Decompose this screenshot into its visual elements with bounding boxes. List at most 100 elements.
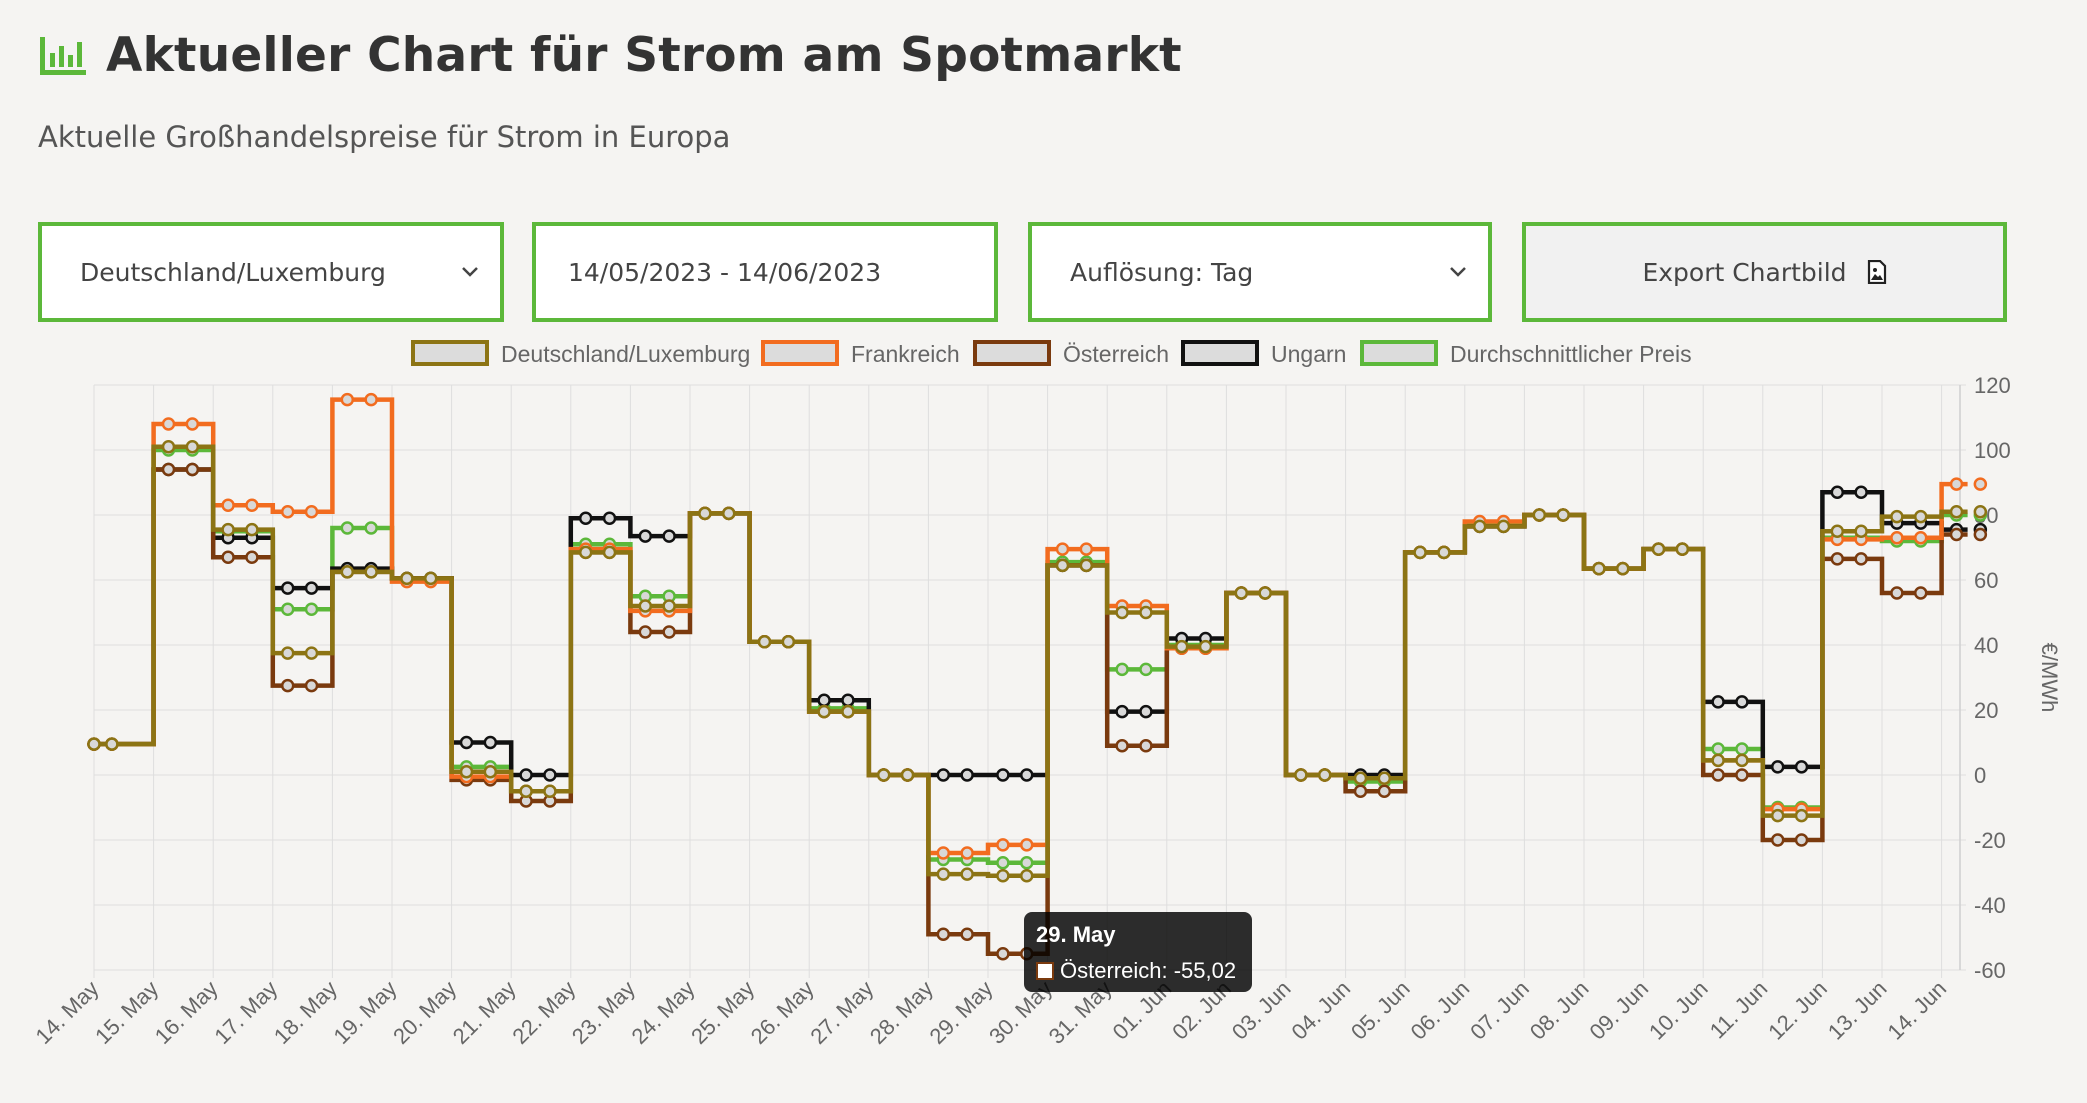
data-point[interactable]: [1675, 542, 1690, 556]
data-point[interactable]: [1735, 695, 1749, 709]
data-point[interactable]: [1794, 833, 1809, 847]
data-point[interactable]: [960, 768, 974, 782]
data-point[interactable]: [1711, 695, 1725, 709]
data-point[interactable]: [245, 550, 259, 564]
data-point[interactable]: [721, 506, 736, 521]
data-point[interactable]: [161, 462, 176, 477]
data-point[interactable]: [1711, 753, 1725, 768]
data-point[interactable]: [960, 846, 974, 860]
data-point[interactable]: [781, 635, 796, 649]
data-point[interactable]: [602, 511, 617, 525]
data-point[interactable]: [423, 571, 438, 586]
data-point[interactable]: [87, 737, 101, 751]
data-point[interactable]: [1711, 742, 1725, 756]
data-point[interactable]: [543, 784, 557, 798]
data-point[interactable]: [221, 522, 235, 537]
data-point[interactable]: [1913, 531, 1928, 545]
data-point[interactable]: [1854, 485, 1868, 499]
data-point[interactable]: [161, 440, 176, 454]
data-point[interactable]: [1019, 869, 1034, 883]
data-point[interactable]: [543, 768, 557, 782]
data-point[interactable]: [1437, 545, 1451, 560]
data-point[interactable]: [185, 440, 200, 454]
data-point[interactable]: [1353, 771, 1368, 785]
data-point[interactable]: [1890, 531, 1904, 545]
data-point[interactable]: [185, 417, 200, 431]
data-point[interactable]: [817, 704, 831, 719]
data-point[interactable]: [1258, 586, 1272, 600]
data-point[interactable]: [1413, 545, 1427, 560]
legend-item-4[interactable]: Ungarn: [1181, 340, 1346, 367]
data-point[interactable]: [1890, 586, 1904, 600]
data-point[interactable]: [757, 635, 772, 649]
data-point[interactable]: [340, 521, 355, 535]
data-point[interactable]: [304, 581, 319, 595]
data-point[interactable]: [638, 625, 653, 639]
data-point[interactable]: [1913, 509, 1928, 524]
data-point[interactable]: [1949, 477, 1964, 491]
data-point[interactable]: [1973, 527, 1988, 542]
data-point[interactable]: [340, 565, 355, 579]
data-point[interactable]: [1830, 485, 1845, 499]
resolution-select[interactable]: Auflösung: Tag: [1028, 222, 1492, 322]
data-point[interactable]: [1139, 739, 1153, 753]
data-point[interactable]: [1556, 508, 1570, 522]
data-point[interactable]: [304, 602, 319, 616]
data-point[interactable]: [662, 625, 676, 639]
data-point[interactable]: [280, 646, 295, 660]
data-point[interactable]: [1973, 477, 1988, 491]
data-point[interactable]: [1234, 586, 1249, 600]
data-point[interactable]: [364, 392, 378, 407]
data-point[interactable]: [1139, 662, 1153, 677]
data-point[interactable]: [245, 498, 259, 512]
data-point[interactable]: [1377, 784, 1392, 798]
legend-item-1[interactable]: Deutschland/Luxemburg: [411, 340, 750, 367]
data-point[interactable]: [161, 417, 176, 431]
data-point[interactable]: [1770, 808, 1785, 823]
data-point[interactable]: [1055, 542, 1070, 556]
data-point[interactable]: [105, 737, 119, 751]
data-point[interactable]: [1115, 704, 1129, 719]
data-point[interactable]: [996, 768, 1010, 782]
data-point[interactable]: [280, 678, 295, 693]
legend-item-5[interactable]: Durchschnittlicher Preis: [1360, 340, 1692, 367]
data-point[interactable]: [1711, 768, 1725, 782]
data-point[interactable]: [996, 838, 1010, 852]
data-point[interactable]: [245, 522, 259, 537]
data-point[interactable]: [662, 529, 676, 543]
data-point[interactable]: [1794, 760, 1809, 774]
data-point[interactable]: [1973, 505, 1988, 519]
data-point[interactable]: [364, 565, 378, 579]
data-point[interactable]: [1019, 768, 1034, 782]
data-point[interactable]: [1115, 662, 1129, 677]
data-point[interactable]: [1735, 742, 1749, 756]
data-point[interactable]: [698, 506, 712, 521]
data-point[interactable]: [578, 511, 593, 525]
data-point[interactable]: [841, 704, 855, 719]
data-point[interactable]: [340, 392, 355, 407]
data-point[interactable]: [602, 545, 617, 560]
data-point[interactable]: [483, 735, 498, 750]
data-point[interactable]: [876, 768, 891, 782]
data-point[interactable]: [304, 505, 319, 519]
data-point[interactable]: [1019, 856, 1034, 870]
data-point[interactable]: [1115, 739, 1129, 753]
data-point[interactable]: [1830, 552, 1845, 566]
data-point[interactable]: [1353, 784, 1368, 798]
data-point[interactable]: [960, 927, 974, 941]
data-point[interactable]: [1174, 639, 1189, 654]
data-point[interactable]: [1139, 605, 1153, 620]
country-select[interactable]: Deutschland/Luxemburg: [38, 222, 504, 322]
date-range-input[interactable]: 14/05/2023 - 14/06/2023: [532, 222, 998, 322]
data-point[interactable]: [1949, 505, 1964, 519]
data-point[interactable]: [1294, 768, 1308, 782]
data-point[interactable]: [1079, 558, 1094, 573]
data-point[interactable]: [900, 768, 915, 782]
data-point[interactable]: [1651, 542, 1666, 556]
data-point[interactable]: [280, 505, 295, 519]
data-point[interactable]: [638, 529, 653, 543]
data-point[interactable]: [996, 856, 1010, 870]
data-point[interactable]: [280, 602, 295, 616]
data-point[interactable]: [996, 869, 1010, 883]
data-point[interactable]: [1854, 524, 1868, 538]
